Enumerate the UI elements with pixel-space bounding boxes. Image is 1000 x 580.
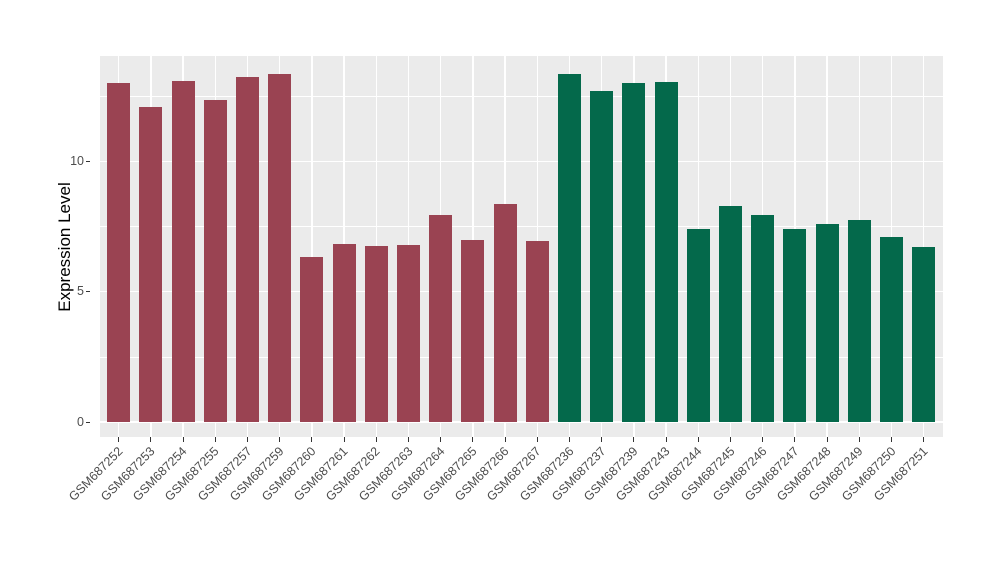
bar xyxy=(364,246,388,422)
bar xyxy=(171,80,195,422)
y-tick-label: 5 xyxy=(77,284,84,299)
bar xyxy=(558,74,581,422)
x-tick-mark xyxy=(375,437,377,442)
gridline-minor-horizontal xyxy=(100,96,943,97)
x-tick-mark xyxy=(665,437,667,442)
y-tick-mark xyxy=(86,291,90,293)
x-tick-mark xyxy=(762,437,764,442)
gridline-major-vertical xyxy=(923,56,925,437)
gridline-major-horizontal xyxy=(100,160,943,163)
x-tick-mark xyxy=(279,437,281,442)
bar xyxy=(622,83,646,422)
x-tick-mark xyxy=(150,437,152,442)
gridline-major-vertical xyxy=(311,56,313,437)
bar xyxy=(461,239,485,422)
x-tick-mark xyxy=(247,437,248,442)
bar xyxy=(107,83,131,422)
bar xyxy=(719,205,742,422)
x-tick-mark xyxy=(536,437,538,442)
bar xyxy=(236,76,259,422)
bar xyxy=(300,256,324,422)
gridline-minor-horizontal xyxy=(100,356,943,358)
bar xyxy=(139,106,163,422)
x-tick-mark xyxy=(858,437,860,442)
x-tick-mark xyxy=(730,437,731,442)
x-tick-mark xyxy=(569,437,570,442)
x-tick-mark xyxy=(633,437,635,442)
bar xyxy=(203,100,227,422)
bar xyxy=(815,224,839,422)
x-tick-mark xyxy=(311,437,313,442)
bar xyxy=(880,237,903,422)
bar xyxy=(590,91,614,422)
bar xyxy=(912,247,936,422)
bar xyxy=(751,214,775,422)
x-tick-mark xyxy=(472,437,474,442)
x-tick-mark xyxy=(440,437,442,442)
bar xyxy=(397,244,420,422)
x-tick-mark xyxy=(826,437,828,442)
y-tick-label: 0 xyxy=(77,414,84,429)
x-tick-mark xyxy=(601,437,603,442)
x-tick-mark xyxy=(118,437,120,442)
x-tick-mark xyxy=(214,437,216,442)
y-tick-mark xyxy=(86,421,90,423)
bar xyxy=(268,74,292,422)
gridline-minor-horizontal xyxy=(100,226,943,228)
x-tick-mark xyxy=(182,437,184,442)
bar xyxy=(525,240,549,422)
x-tick-mark xyxy=(343,437,345,442)
bar xyxy=(332,243,356,422)
bar xyxy=(493,204,517,422)
x-tick-mark xyxy=(891,437,892,442)
bar xyxy=(783,229,807,422)
x-tick-mark xyxy=(408,437,409,442)
x-tick-mark xyxy=(697,437,699,442)
y-tick-label: 10 xyxy=(70,154,84,168)
x-tick-mark xyxy=(794,437,796,442)
bar xyxy=(429,214,453,422)
gridline-major-horizontal xyxy=(100,421,943,423)
x-tick-mark xyxy=(923,437,925,442)
bar xyxy=(686,229,710,422)
plot-panel xyxy=(100,56,943,437)
y-tick-mark xyxy=(86,161,90,162)
bar xyxy=(654,82,678,422)
x-tick-mark xyxy=(504,437,506,442)
bar xyxy=(847,220,871,422)
gridline-major-horizontal xyxy=(100,291,943,293)
